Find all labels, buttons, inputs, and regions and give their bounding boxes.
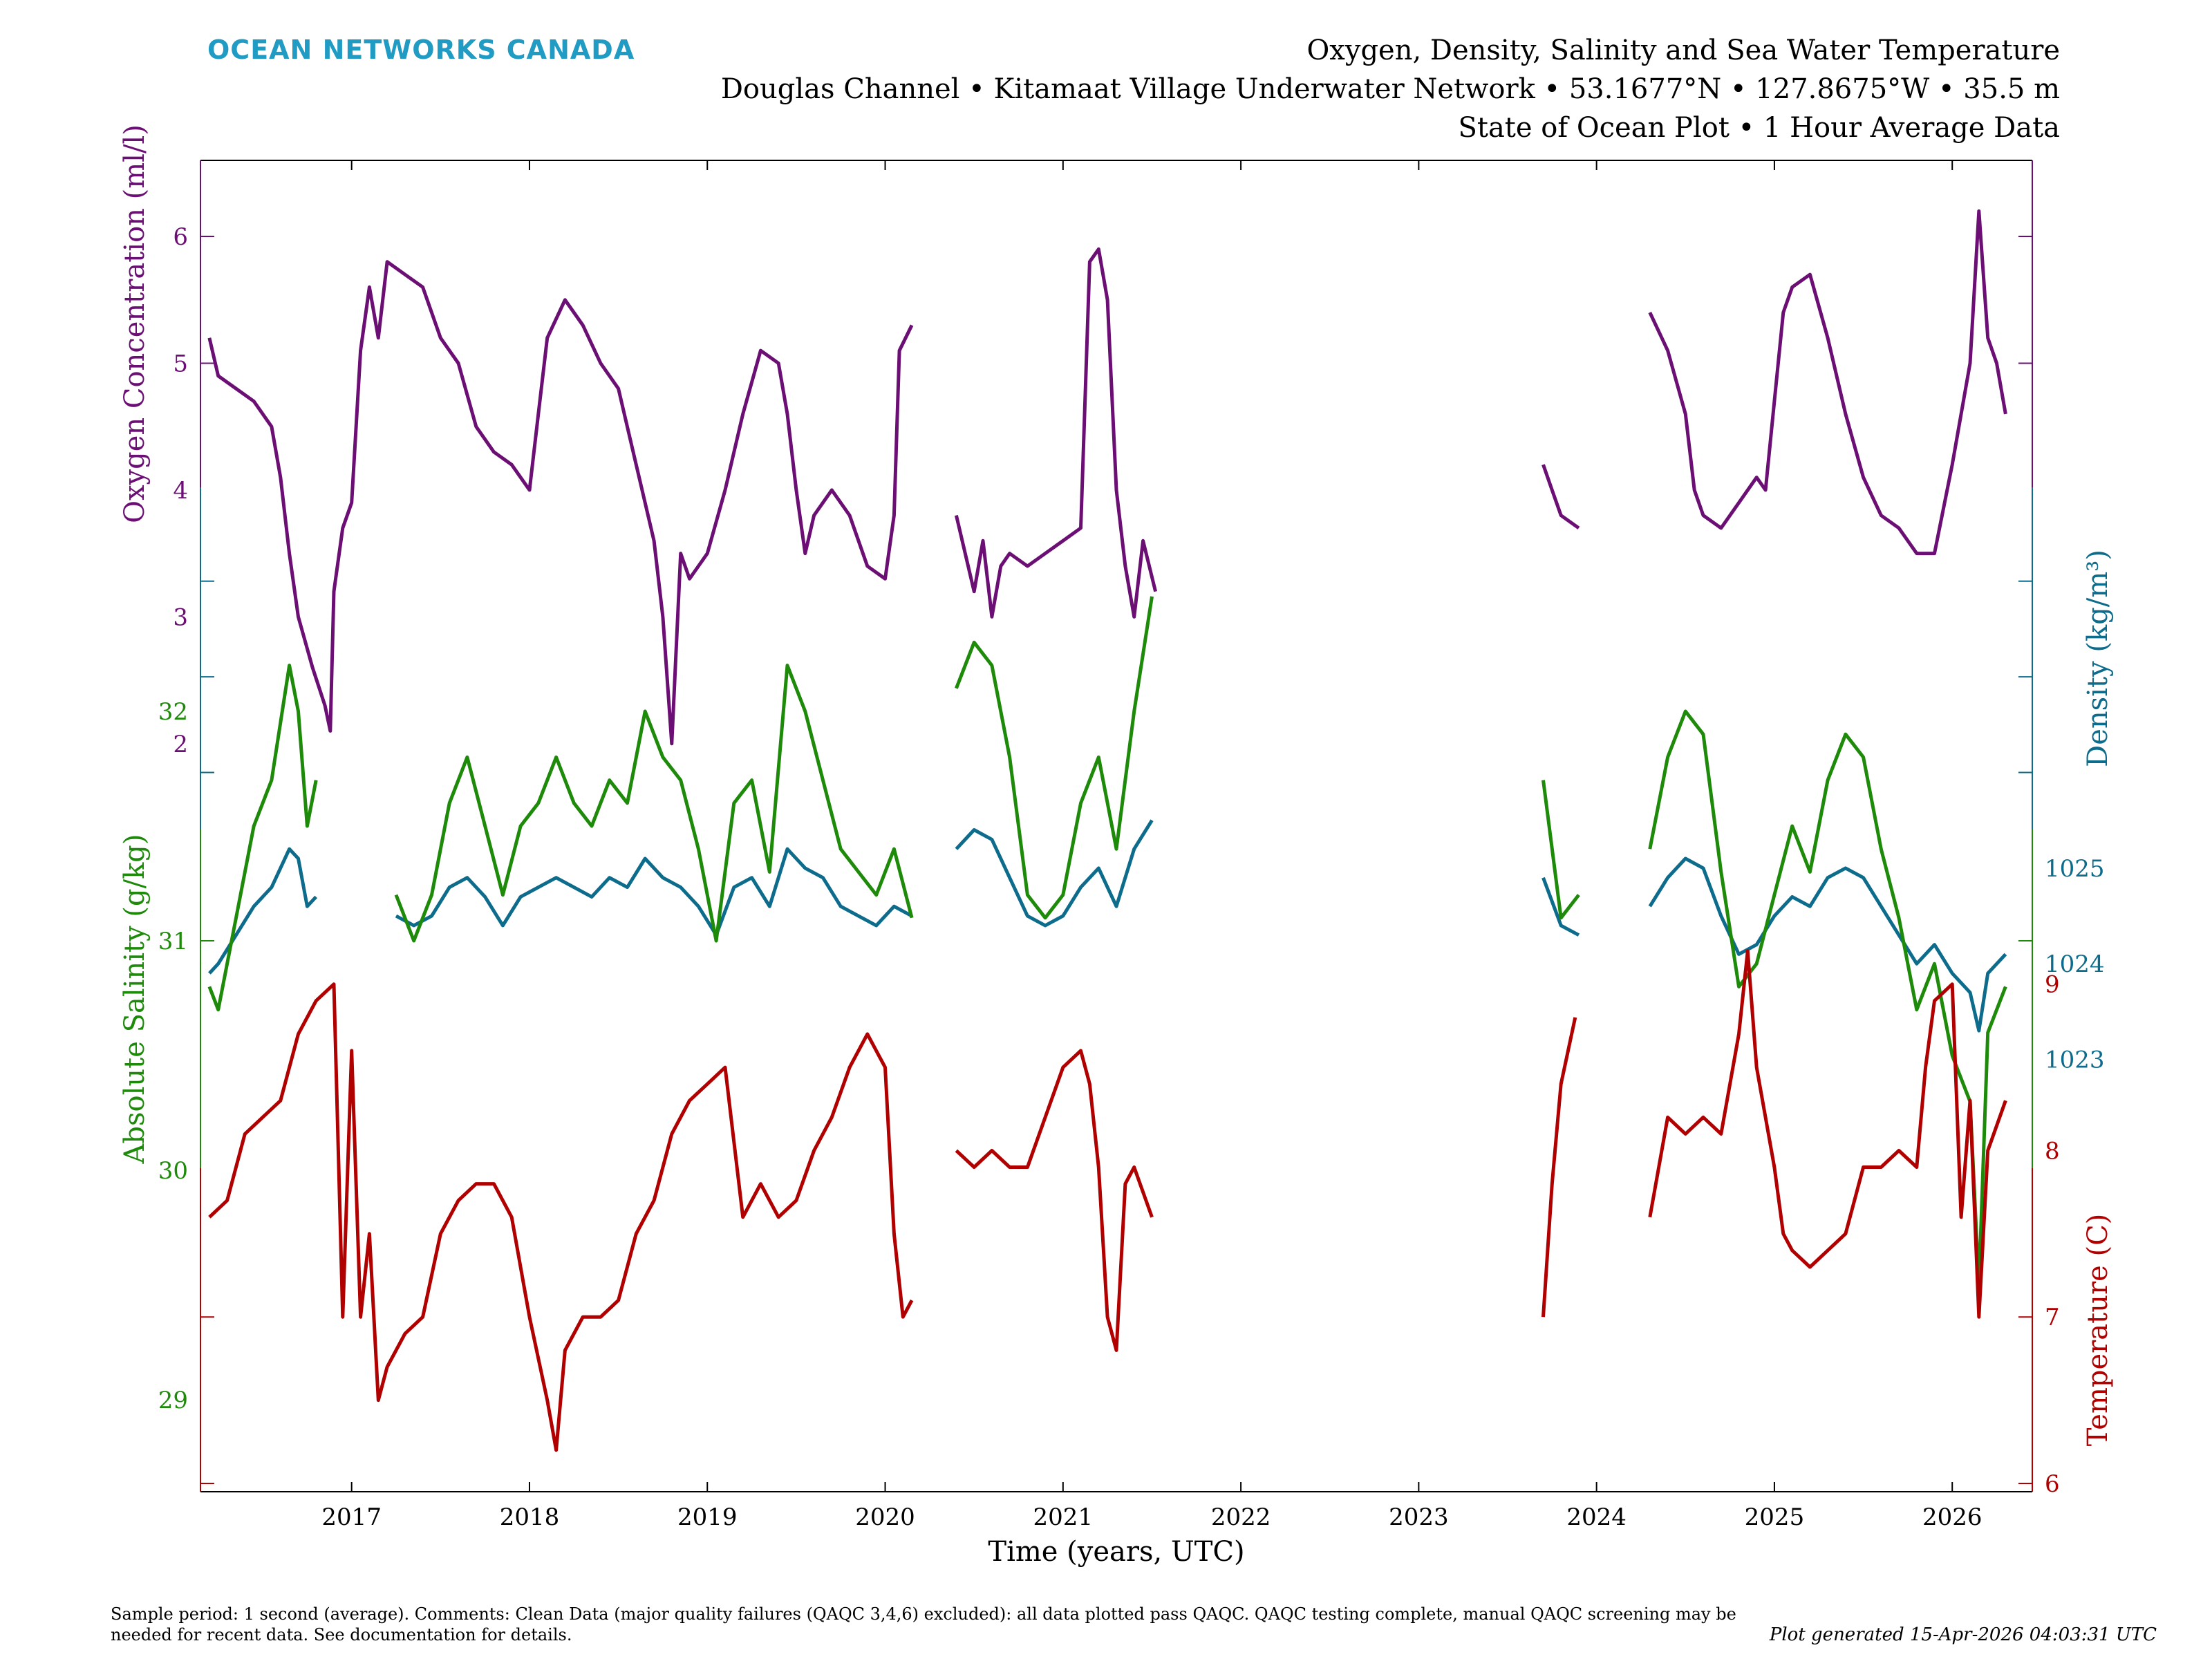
density-series-line-4: [1648, 856, 2007, 1033]
density-tick-label-1024: 1024: [2045, 950, 2105, 978]
oxygen-series-line-0: [207, 260, 914, 746]
oxygen-tick-label-2: 2: [173, 731, 188, 758]
oxygen-tick-label-5: 5: [173, 350, 188, 377]
density-series-line-0: [208, 847, 318, 975]
salinity-series-line-0: [207, 664, 318, 1012]
x-tick-label-2017: 2017: [321, 1503, 382, 1531]
x-tick-label-2018: 2018: [500, 1503, 560, 1531]
chart-subtitle-2: State of Ocean Plot • 1 Hour Average Dat…: [1458, 112, 2060, 144]
density-series-line-3: [1541, 877, 1580, 937]
x-tick-label-2022: 2022: [1211, 1503, 1271, 1531]
oxygen-axis-label: Oxygen Concentration (ml/l): [119, 124, 151, 523]
x-tick-label-2023: 2023: [1389, 1503, 1449, 1531]
x-tick-label-2021: 2021: [1033, 1503, 1094, 1531]
temperature-series-line-3: [1648, 949, 2007, 1319]
temperature-tick-label-9: 9: [2045, 971, 2060, 999]
salinity-axis-label: Absolute Salinity (g/kg): [119, 834, 151, 1164]
density-axis-label: Density (kg/m³): [2082, 550, 2114, 767]
salinity-series-line-4: [1648, 709, 2007, 1287]
temperature-series-line-2: [1541, 1017, 1577, 1318]
x-tick-label-2025: 2025: [1745, 1503, 1805, 1531]
oxygen-tick-label-4: 4: [173, 477, 188, 505]
salinity-tick-label-29: 29: [158, 1387, 188, 1414]
salinity-tick-label-31: 31: [158, 928, 188, 955]
temperature-axis-label: Temperature (C): [2082, 1214, 2114, 1447]
temperature-series-line-1: [955, 1049, 1154, 1352]
chart-subtitle: Douglas Channel • Kitamaat Village Under…: [720, 73, 2060, 105]
density-series-line-2: [955, 819, 1154, 928]
x-tick-label-2024: 2024: [1566, 1503, 1627, 1531]
oxygen-series-line-3: [1648, 209, 2007, 556]
temperature-tick-label-8: 8: [2045, 1137, 2060, 1165]
salinity-series-line-2: [955, 596, 1154, 920]
density-series-line-1: [395, 847, 913, 937]
x-tick-label-2019: 2019: [677, 1503, 738, 1531]
temperature-series-line-0: [208, 982, 914, 1452]
x-tick-label-2026: 2026: [1922, 1503, 1983, 1531]
x-tick-label-2020: 2020: [855, 1503, 915, 1531]
salinity-series-line-1: [394, 664, 914, 943]
temperature-tick-label-7: 7: [2045, 1304, 2060, 1331]
salinity-tick-label-30: 30: [158, 1157, 188, 1185]
oxygen-tick-label-3: 3: [173, 603, 188, 631]
plot-generated-timestamp: Plot generated 15-Apr-2026 04:03:31 UTC: [1769, 1624, 2157, 1645]
density-tick-label-1023: 1023: [2045, 1047, 2105, 1074]
salinity-series-line-3: [1541, 780, 1580, 920]
temperature-tick-label-6: 6: [2045, 1470, 2060, 1498]
salinity-tick-label-32: 32: [158, 698, 188, 726]
oxygen-tick-label-6: 6: [173, 223, 188, 251]
density-tick-label-1025: 1025: [2045, 855, 2105, 883]
oxygen-series-line-2: [1541, 464, 1580, 529]
oxygen-series-line-1: [954, 247, 1158, 619]
chart-title: Oxygen, Density, Salinity and Sea Water …: [1306, 35, 2061, 66]
brand-logo-text: OCEAN NETWORKS CANADA: [207, 35, 635, 65]
footer-note: Sample period: 1 second (average). Comme…: [111, 1604, 1736, 1644]
x-axis-label: Time (years, UTC): [988, 1536, 1244, 1568]
